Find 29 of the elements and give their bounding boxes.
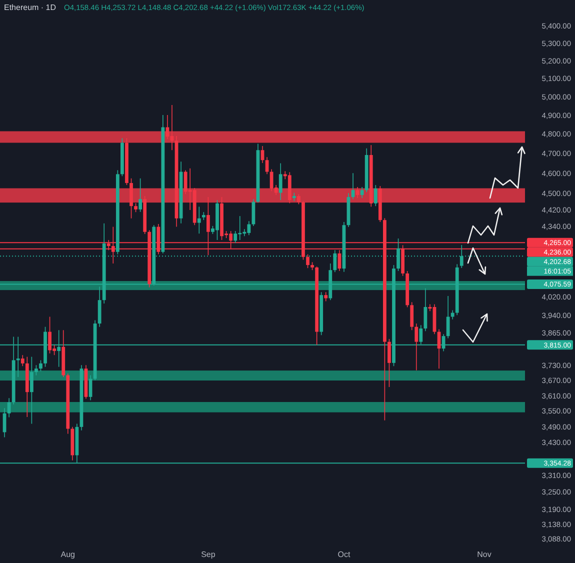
- candlestick: [424, 288, 428, 332]
- candlestick: [388, 338, 391, 388]
- candlestick: [306, 254, 310, 269]
- x-tick-label: Aug: [60, 550, 76, 559]
- candlestick: [410, 302, 414, 331]
- x-tick-label: Nov: [477, 550, 492, 559]
- candlestick: [265, 156, 269, 175]
- candlestick: [20, 354, 24, 367]
- candlestick: [450, 310, 454, 320]
- candlestick: [7, 398, 11, 418]
- x-tick-label: Sep: [201, 550, 216, 559]
- candlestick: [30, 356, 34, 424]
- candlestick: [39, 360, 42, 372]
- candlestick: [278, 162, 282, 201]
- candlestick: [414, 323, 418, 371]
- candlestick: [360, 186, 364, 198]
- candlestick: [297, 194, 300, 205]
- candlestick: [34, 364, 38, 376]
- x-tick-label: Oct: [338, 550, 351, 559]
- candlestick: [356, 186, 360, 198]
- candlestick: [234, 230, 238, 244]
- candlestick: [324, 292, 328, 302]
- candlestick: [446, 296, 450, 339]
- candlestick: [130, 178, 133, 219]
- candlestick: [374, 184, 378, 206]
- candlestick: [197, 206, 201, 234]
- chart-title: Ethereum · 1D: [4, 3, 56, 12]
- candlestick: [252, 198, 256, 226]
- candlestick: [138, 178, 142, 212]
